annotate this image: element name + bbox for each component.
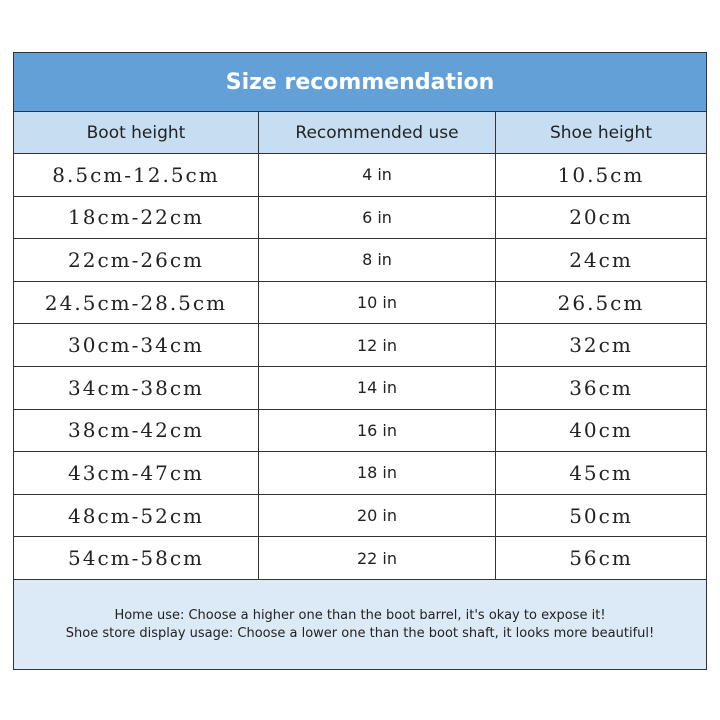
table-cell: 18cm-22cm [14,195,259,239]
table-cell: 34cm-38cm [14,366,259,409]
table-cell: 10.5cm [496,153,706,196]
table-cell: 24.5cm-28.5cm [14,280,259,324]
table-cell: 26.5cm [496,280,706,324]
note: Home use: Choose a higher one than the b… [114,607,606,623]
table-cell: 56cm [496,536,706,579]
table-cell: 24cm [496,238,706,281]
size-table: Size recommendation Home use: Choose a h… [13,52,707,670]
table-cell: 18 in [259,451,496,494]
table-cell: 45cm [496,451,706,494]
notes: Home use: Choose a higher one than the b… [14,579,706,669]
table-cell: 30cm-34cm [14,323,259,366]
note: Shoe store display usage: Choose a lower… [65,625,655,641]
table-cell: 20 in [259,493,496,537]
table-cell: 50cm [496,493,706,537]
table-cell: 4 in [259,153,496,196]
table-cell: 43cm-47cm [14,451,259,494]
table-cell: 14 in [259,366,496,409]
table-cell: 16 in [259,408,496,452]
column-header: Recommended use [259,111,496,153]
table-cell: 36cm [496,366,706,409]
table-cell: 22cm-26cm [14,238,259,281]
table-cell: 40cm [496,408,706,452]
table-cell: 8.5cm-12.5cm [14,153,259,196]
table-cell: 22 in [259,536,496,579]
table-cell: 48cm-52cm [14,493,259,537]
table-cell: 38cm-42cm [14,408,259,452]
table-cell: 8 in [259,238,496,281]
table-title: Size recommendation [14,53,706,111]
table-cell: 12 in [259,323,496,366]
column-header: Shoe height [496,111,706,153]
table-cell: 32cm [496,323,706,366]
table-cell: 20cm [496,195,706,239]
column-header: Boot height [14,111,259,153]
table-cell: 10 in [259,280,496,324]
table-cell: 54cm-58cm [14,536,259,579]
table-cell: 6 in [259,195,496,239]
